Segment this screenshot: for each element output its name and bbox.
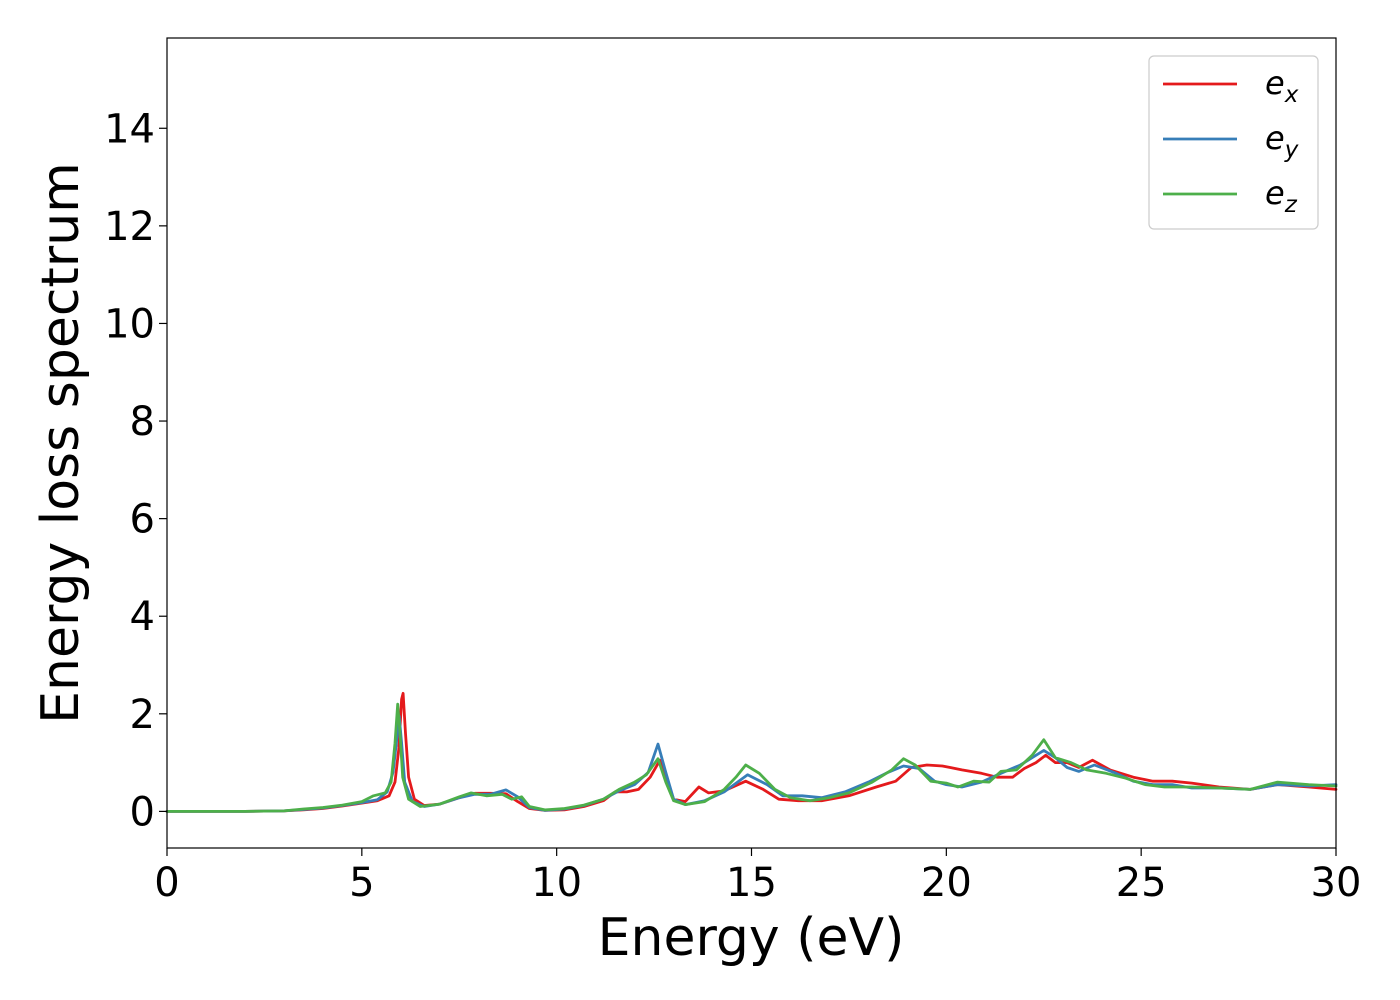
legend-box bbox=[1148, 55, 1319, 230]
x-tick-label: 15 bbox=[726, 860, 777, 906]
y-tick-label: 14 bbox=[104, 106, 155, 152]
legend-label-x: ex bbox=[1265, 64, 1299, 108]
y-tick-label: 2 bbox=[130, 692, 155, 738]
legend-items: ex ey ez bbox=[1163, 64, 1299, 218]
legend-label-y: ey bbox=[1265, 119, 1299, 163]
y-tick-label: 8 bbox=[130, 399, 155, 445]
x-tick-label: 0 bbox=[154, 860, 179, 906]
x-tick-label: 20 bbox=[921, 860, 972, 906]
legend: ex ey ez bbox=[1148, 55, 1319, 230]
legend-label-z: ez bbox=[1265, 174, 1298, 218]
x-tick-label: 5 bbox=[349, 860, 374, 906]
x-tick-label: 10 bbox=[531, 860, 582, 906]
series-line-z bbox=[165, 702, 1338, 813]
x-axis-label: Energy (eV) bbox=[598, 908, 905, 968]
plot-background bbox=[167, 38, 1336, 848]
y-tick-label: 0 bbox=[130, 789, 155, 835]
y-tick-label: 10 bbox=[104, 301, 155, 347]
y-axis-label: Energy loss spectrum bbox=[31, 162, 91, 724]
x-tick-label: 30 bbox=[1311, 860, 1362, 906]
y-axis-ticks: 0 2 4 6 8 10 12 14 bbox=[104, 106, 167, 835]
y-tick-label: 4 bbox=[130, 594, 155, 640]
y-tick-label: 12 bbox=[104, 204, 155, 250]
y-tick-label: 6 bbox=[130, 497, 155, 543]
series-layer bbox=[165, 691, 1338, 813]
x-axis-ticks: 0 5 10 15 20 25 30 bbox=[154, 848, 1361, 906]
x-tick-label: 25 bbox=[1116, 860, 1167, 906]
